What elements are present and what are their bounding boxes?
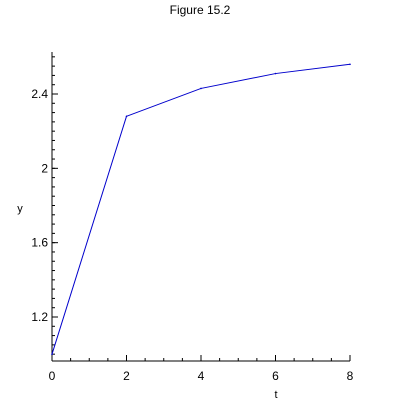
data-point xyxy=(349,63,351,66)
chart-title: Figure 15.2 xyxy=(170,3,231,17)
major-ticks xyxy=(51,93,351,361)
y-tick-label: 2 xyxy=(41,161,48,175)
series-layer xyxy=(51,63,351,355)
x-tick-label: 6 xyxy=(272,369,279,383)
data-point xyxy=(274,72,277,75)
x-tick-label: 8 xyxy=(347,369,354,383)
series-line xyxy=(51,63,351,355)
x-tick-label: 2 xyxy=(123,369,130,383)
y-axis-title: y xyxy=(17,203,23,215)
y-tick-label: 1.6 xyxy=(31,236,48,250)
data-point xyxy=(200,87,202,90)
tick-labels: 0 2 4 6 8 1.2 1.6 2 2.4 xyxy=(31,87,353,383)
y-tick-label: 1.2 xyxy=(31,310,48,324)
data-point xyxy=(125,115,128,118)
data-point xyxy=(51,353,53,355)
minor-ticks xyxy=(51,56,351,361)
y-tick-label: 2.4 xyxy=(31,87,48,101)
x-tick-label: 0 xyxy=(49,369,56,383)
x-tick-label: 4 xyxy=(198,369,205,383)
x-axis-title: t xyxy=(274,389,277,400)
